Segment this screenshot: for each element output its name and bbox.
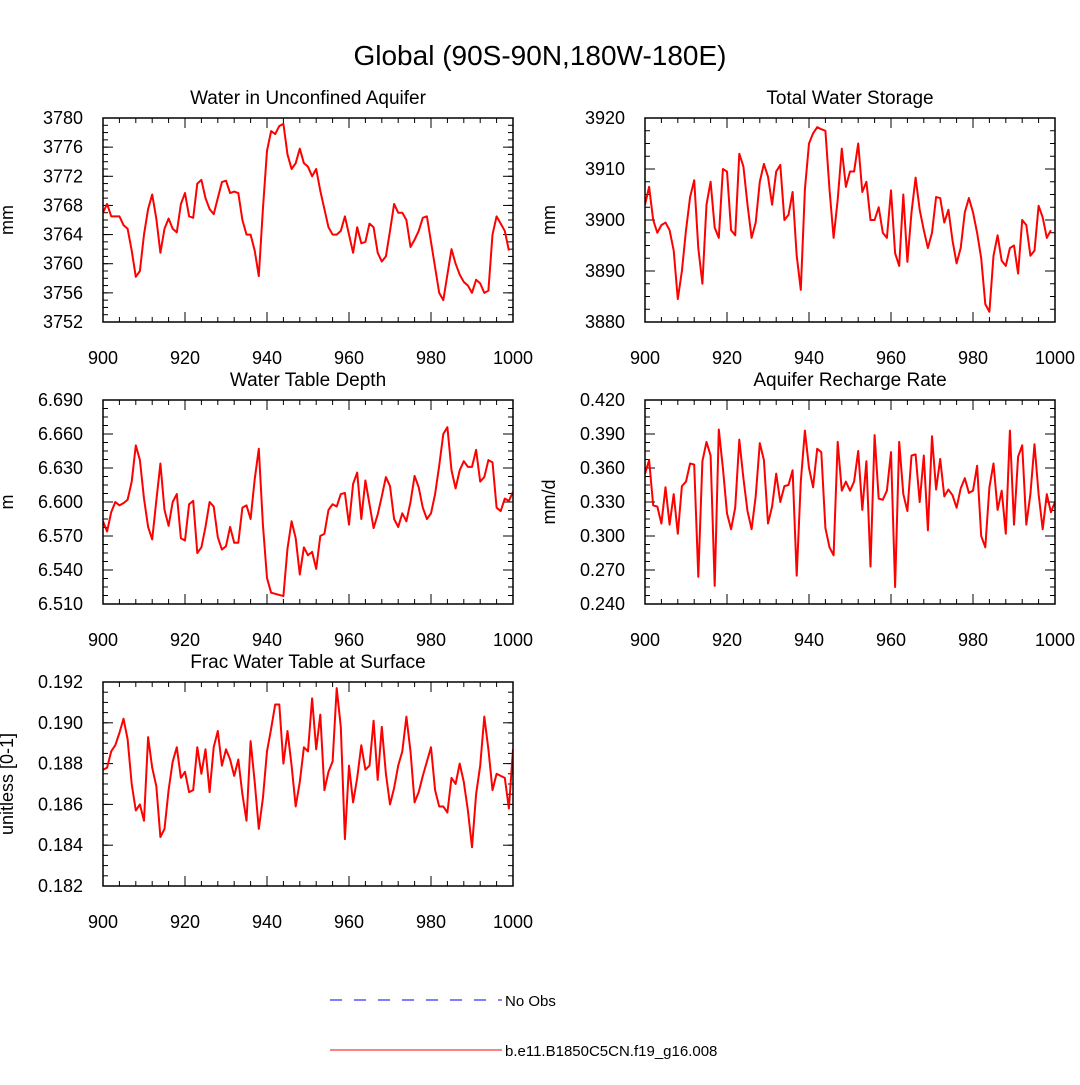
x-tick-label: 980: [958, 348, 988, 368]
x-tick-label: 1000: [493, 912, 533, 932]
x-tick-label: 1000: [1035, 630, 1075, 650]
x-tick-label: 900: [630, 348, 660, 368]
legend: No Obs b.e11.B1850C5CN.f19_g16.008: [330, 993, 717, 1060]
y-tick-label: 6.510: [38, 594, 83, 614]
x-tick-label: 900: [88, 630, 118, 650]
y-tick-label: 0.360: [580, 458, 625, 478]
y-tick-label: 6.630: [38, 458, 83, 478]
x-tick-label: 1000: [493, 630, 533, 650]
x-tick-label: 960: [876, 348, 906, 368]
x-tick-label: 980: [416, 630, 446, 650]
y-tick-label: 0.300: [580, 526, 625, 546]
x-tick-label: 920: [170, 630, 200, 650]
x-tick-label: 900: [88, 912, 118, 932]
series-line-b-e11-b1850c5cn-f19-g16-008: [645, 126, 1052, 313]
chart-title: Water in Unconfined Aquifer: [190, 88, 427, 109]
plot-frame: [102, 117, 514, 323]
x-tick-label: 940: [794, 348, 824, 368]
x-tick-label: 1000: [1035, 348, 1075, 368]
series-line-b-e11-b1850c5cn-f19-g16-008: [103, 426, 513, 598]
chart-aquifer-recharge-rate: Aquifer Recharge Rate mm/d 900 920 940 960 980…: [539, 370, 1075, 650]
x-tick-label: 940: [252, 912, 282, 932]
y-tick-label: 0.186: [38, 794, 83, 814]
y-tick-label: 3772: [43, 166, 83, 186]
x-tick-label: 920: [712, 630, 742, 650]
x-tick-label: 900: [88, 348, 118, 368]
y-tick-label: 0.190: [38, 713, 83, 733]
x-tick-label: 960: [334, 912, 364, 932]
chart-frac-water-table-at-surface: Frac Water Table at Surface unitless [0-1…: [0, 652, 533, 932]
x-tick-label: 960: [334, 630, 364, 650]
y-tick-label: 0.270: [580, 560, 625, 580]
y-tick-label: 3764: [43, 225, 83, 245]
y-tick-label: 0.330: [580, 492, 625, 512]
x-tick-label: 940: [252, 348, 282, 368]
y-tick-label: 0.192: [38, 672, 83, 692]
y-tick-label: 3920: [585, 108, 625, 128]
y-axis-label: m: [0, 495, 17, 510]
y-tick-label: 0.184: [38, 835, 83, 855]
y-tick-label: 0.188: [38, 754, 83, 774]
y-tick-label: 3756: [43, 283, 83, 303]
y-axis-label: mm: [539, 205, 559, 235]
y-tick-label: 0.240: [580, 594, 625, 614]
plot-frame: [644, 399, 1056, 605]
chart-title: Frac Water Table at Surface: [190, 652, 426, 673]
series-line-b-e11-b1850c5cn-f19-g16-008: [103, 687, 513, 849]
y-axis-label: mm/d: [539, 480, 559, 525]
y-tick-label: 6.600: [38, 492, 83, 512]
x-tick-label: 960: [876, 630, 906, 650]
chart-title: Total Water Storage: [766, 88, 933, 109]
chart-water-in-unconfined-aquifer: Water in Unconfined Aquifer mm 900 920 940 96…: [0, 88, 533, 368]
y-tick-label: 6.540: [38, 560, 83, 580]
plot-frame: [644, 117, 1056, 323]
x-tick-label: 980: [958, 630, 988, 650]
y-tick-label: 3760: [43, 254, 83, 274]
y-tick-label: 0.390: [580, 424, 625, 444]
x-tick-label: 980: [416, 348, 446, 368]
chart-title: Aquifer Recharge Rate: [753, 370, 946, 391]
y-tick-label: 3890: [585, 261, 625, 281]
chart-water-table-depth: Water Table Depth m 900 920 940 960 980 1000 6.5…: [0, 370, 533, 650]
y-tick-label: 3900: [585, 210, 625, 230]
x-tick-label: 920: [170, 348, 200, 368]
x-tick-label: 980: [416, 912, 446, 932]
y-tick-label: 3752: [43, 312, 83, 332]
chart-title: Water Table Depth: [230, 370, 386, 391]
x-tick-label: 920: [712, 348, 742, 368]
y-axis-label: unitless [0-1]: [0, 733, 17, 835]
series-line-b-e11-b1850c5cn-f19-g16-008: [645, 428, 1055, 588]
y-tick-label: 3780: [43, 108, 83, 128]
series-line-b-e11-b1850c5cn-f19-g16-008: [103, 122, 510, 302]
x-tick-label: 960: [334, 348, 364, 368]
y-axis-label: mm: [0, 205, 17, 235]
y-tick-label: 6.570: [38, 526, 83, 546]
x-tick-label: 1000: [493, 348, 533, 368]
chart-total-water-storage: Total Water Storage mm 900 920 940 960 980 1000…: [539, 88, 1075, 368]
y-tick-label: 3880: [585, 312, 625, 332]
chart-panels: Water in Unconfined Aquifer mm 900 920 940 96…: [0, 88, 1075, 932]
y-tick-label: 6.690: [38, 390, 83, 410]
y-tick-label: 0.182: [38, 876, 83, 896]
x-tick-label: 900: [630, 630, 660, 650]
x-tick-label: 920: [170, 912, 200, 932]
y-tick-label: 6.660: [38, 424, 83, 444]
y-tick-label: 3776: [43, 137, 83, 157]
page-title: Global (90S-90N,180W-180E): [353, 40, 726, 71]
y-tick-label: 0.420: [580, 390, 625, 410]
legend-label-no-obs: No Obs: [505, 993, 556, 1010]
y-tick-label: 3910: [585, 159, 625, 179]
legend-label-model: b.e11.B1850C5CN.f19_g16.008: [505, 1043, 717, 1060]
plot-frame: [102, 681, 514, 887]
x-tick-label: 940: [794, 630, 824, 650]
y-tick-label: 3768: [43, 195, 83, 215]
x-tick-label: 940: [252, 630, 282, 650]
plot-frame: [102, 399, 514, 605]
